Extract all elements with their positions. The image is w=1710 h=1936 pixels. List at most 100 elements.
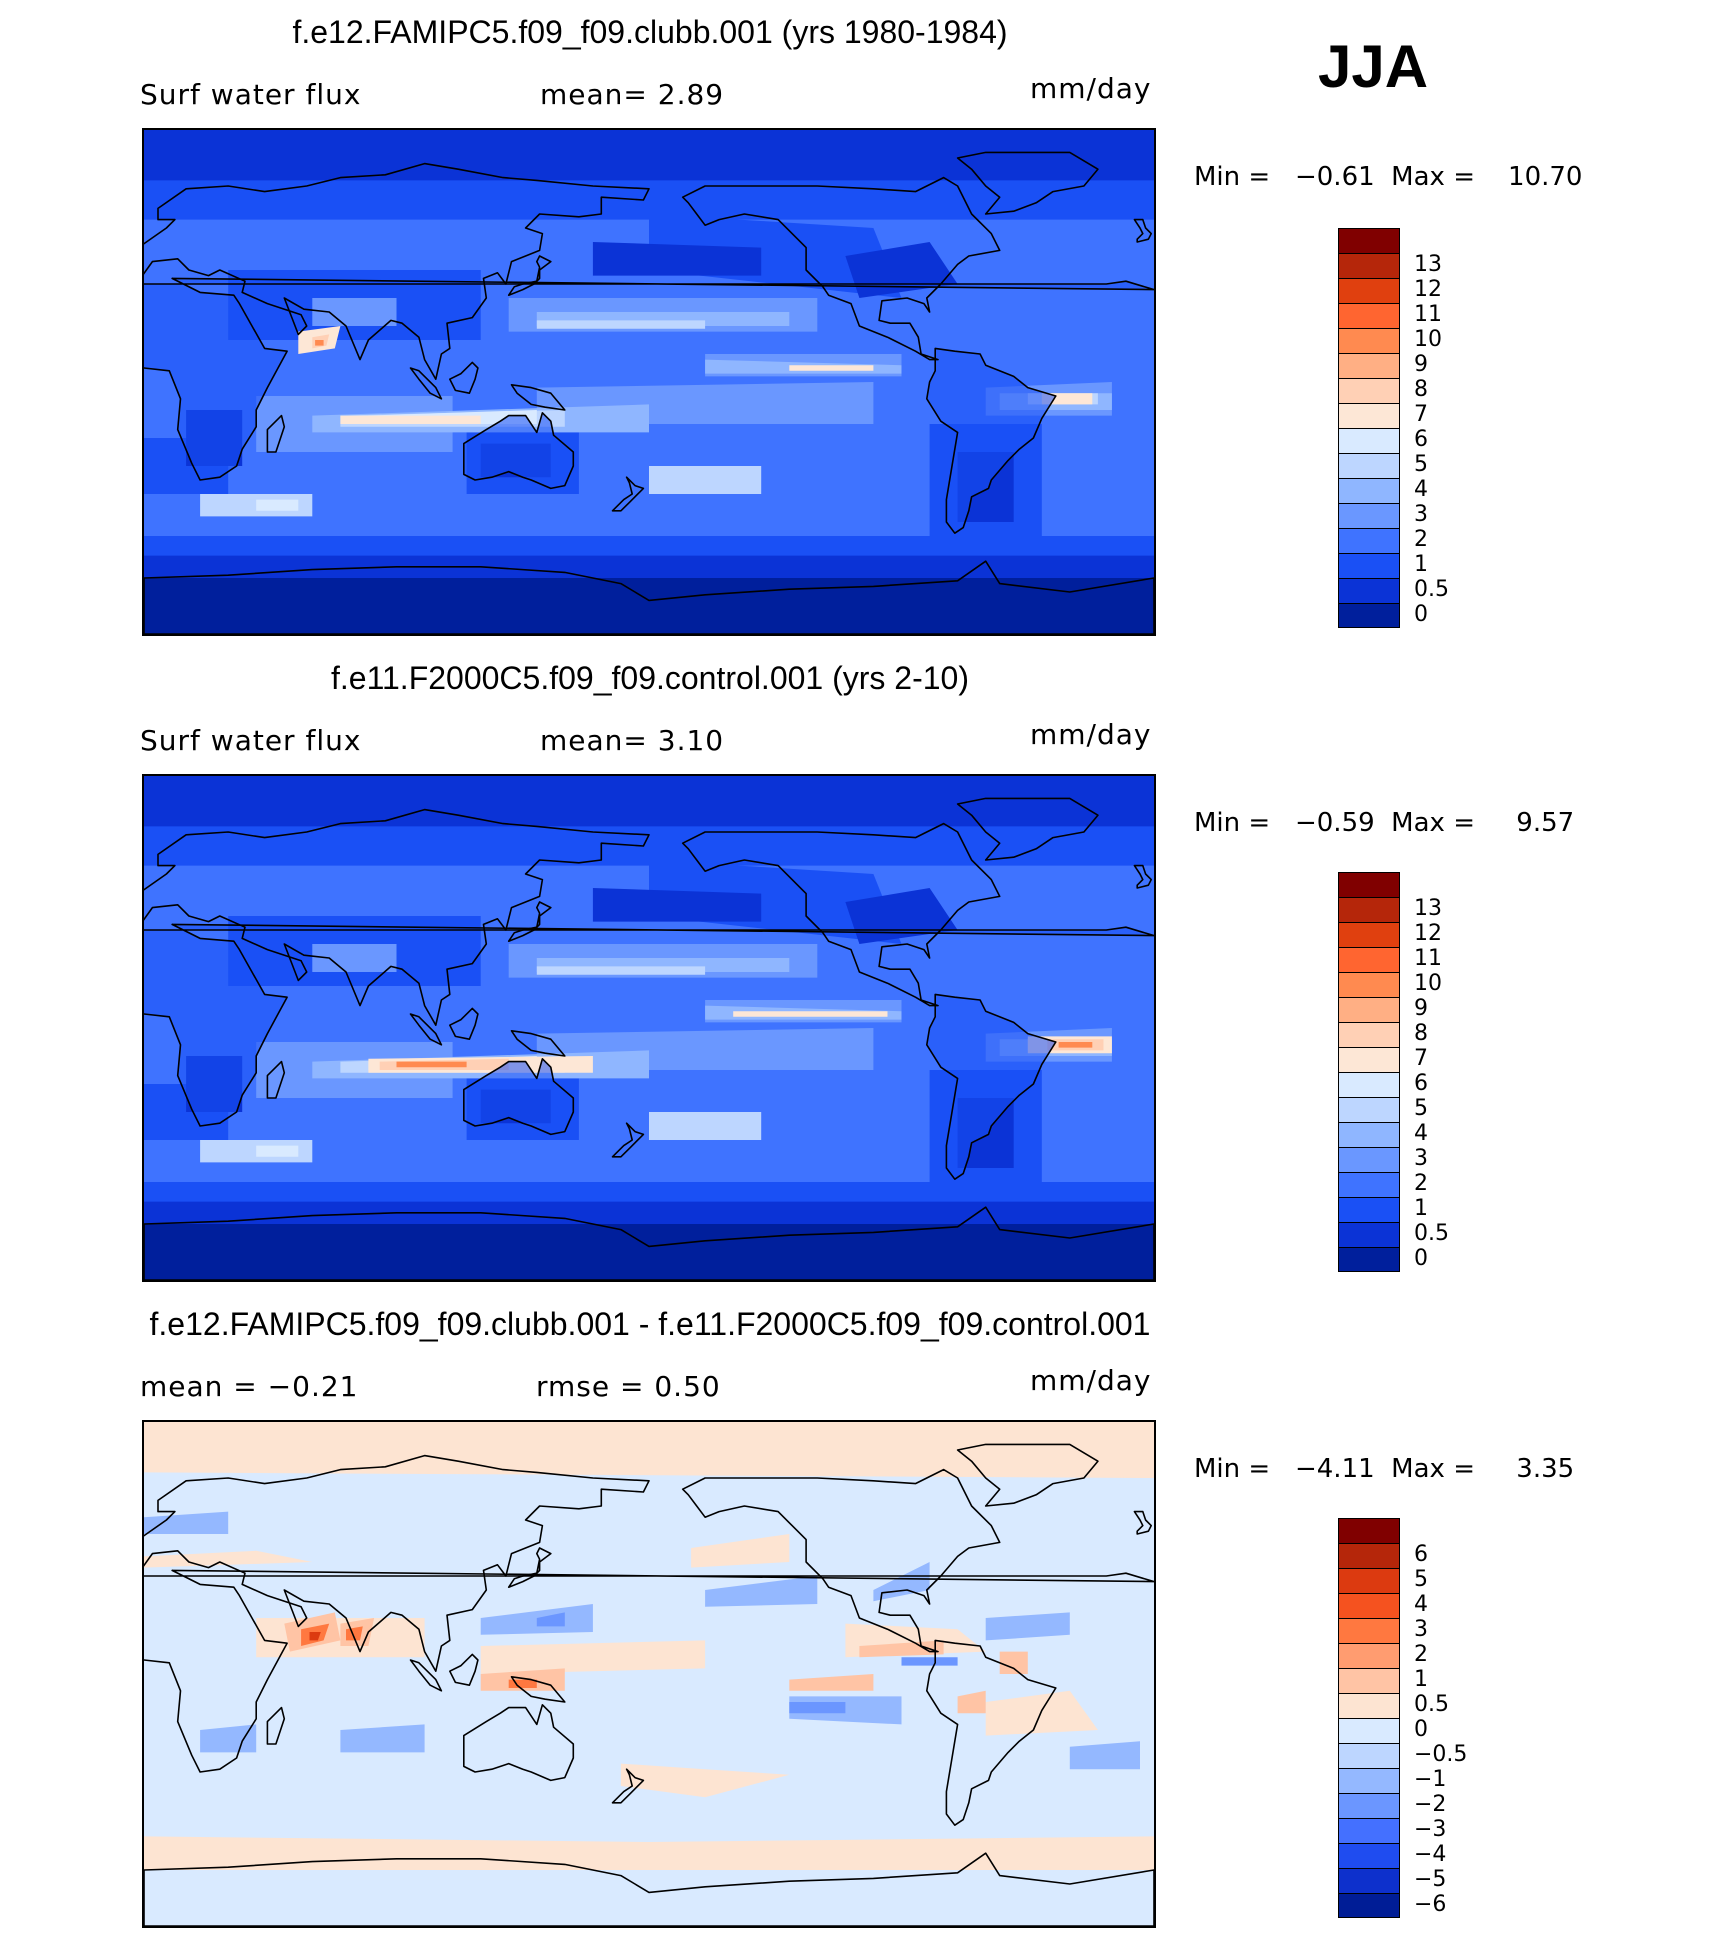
colorbar: 6 5 4 3 2 1 0.5 0 −0.5 −1 −2 −3 −4 −5 −6 bbox=[1338, 1518, 1467, 1918]
contour-region bbox=[144, 1224, 1154, 1280]
coastline-australia bbox=[462, 1703, 575, 1782]
coastline-nz bbox=[611, 1768, 645, 1804]
colorbar-tick-label: 10 bbox=[1414, 327, 1442, 352]
colorbar-tick-label: 3 bbox=[1414, 502, 1428, 527]
coastline-sumatra bbox=[409, 1013, 443, 1046]
colorbar-tick-label: 12 bbox=[1414, 277, 1442, 302]
colorbar-swatch bbox=[1338, 453, 1400, 478]
contour-region bbox=[691, 1534, 790, 1568]
contour-region bbox=[789, 1702, 846, 1714]
contour-region bbox=[256, 1145, 299, 1157]
coastline-samerica bbox=[925, 347, 1057, 535]
colorbar-swatch bbox=[1338, 972, 1400, 997]
contour-region bbox=[340, 415, 481, 424]
colorbar-tick-label: 6 bbox=[1414, 427, 1428, 452]
contour-region bbox=[705, 1576, 818, 1607]
contour-region bbox=[536, 320, 706, 329]
colorbar-swatch bbox=[1338, 603, 1400, 628]
coastline-nz bbox=[611, 1122, 645, 1158]
contour-region bbox=[733, 1011, 888, 1017]
coastline-greenland bbox=[956, 797, 1099, 861]
contour-region bbox=[649, 466, 762, 494]
contour-region bbox=[592, 242, 762, 276]
colorbar-tick-label: 12 bbox=[1414, 921, 1442, 946]
contour-region bbox=[315, 340, 324, 346]
colorbar-tick-label: −5 bbox=[1414, 1867, 1447, 1892]
land-tint bbox=[463, 1058, 574, 1135]
colorbar-swatch bbox=[1338, 1893, 1400, 1918]
coastline-japan bbox=[507, 255, 552, 296]
coastline-greenland bbox=[956, 1443, 1099, 1507]
contour-region bbox=[649, 1112, 762, 1140]
colorbar-swatch bbox=[1338, 1247, 1400, 1272]
colorbar-swatch bbox=[1338, 1818, 1400, 1843]
coastline-eurasia bbox=[144, 162, 650, 380]
colorbar-tick-label: 5 bbox=[1414, 452, 1428, 477]
colorbar-swatch bbox=[1338, 253, 1400, 278]
contour-region bbox=[985, 1612, 1070, 1641]
contour-region bbox=[340, 1724, 425, 1753]
coastline-antarctica bbox=[144, 560, 1154, 634]
contour-region bbox=[999, 1651, 1028, 1674]
land-tint bbox=[463, 412, 574, 489]
contour-region bbox=[1058, 1042, 1093, 1048]
colorbar-tick-label: 6 bbox=[1414, 1071, 1428, 1096]
colorbar-swatch bbox=[1338, 1693, 1400, 1718]
colorbar-swatch bbox=[1338, 1097, 1400, 1122]
colorbar-swatch bbox=[1338, 328, 1400, 353]
min-max-label: Min = −0.61 Max = 10.70 bbox=[1194, 162, 1583, 192]
colorbar-tick-label: 4 bbox=[1414, 477, 1428, 502]
coastline-sumatra bbox=[409, 1659, 443, 1692]
coastline-newguinea bbox=[510, 1676, 566, 1703]
coastline-australia bbox=[462, 1057, 575, 1136]
coastline-uk bbox=[1133, 1510, 1153, 1535]
colorbar-tick-label: −0.5 bbox=[1414, 1742, 1468, 1767]
colorbar-tick-label: 3 bbox=[1414, 1617, 1428, 1642]
coastline-madagascar bbox=[266, 1060, 286, 1099]
coastline-africa bbox=[144, 1569, 1154, 1773]
coastline-namerica bbox=[681, 822, 1001, 1007]
colorbar-tick-label: 9 bbox=[1414, 352, 1428, 377]
contour-region bbox=[480, 1640, 706, 1674]
colorbar-swatch bbox=[1338, 1718, 1400, 1743]
contour-region bbox=[649, 860, 902, 944]
colorbar-tick-label: 0.5 bbox=[1414, 577, 1449, 602]
colorbar-swatch bbox=[1338, 1518, 1400, 1543]
contour-region bbox=[312, 298, 397, 326]
mean-label: mean= 2.89 bbox=[540, 78, 725, 111]
colorbar-tick-label: 2 bbox=[1414, 1171, 1428, 1196]
contour-region bbox=[144, 1422, 1154, 1478]
contour-region bbox=[200, 1724, 257, 1753]
coastline-antarctica bbox=[144, 1206, 1154, 1280]
colorbar-swatch bbox=[1338, 528, 1400, 553]
units-label: mm/day bbox=[1030, 718, 1152, 751]
colorbar-tick-label: 9 bbox=[1414, 996, 1428, 1021]
colorbar-tick-label: 0.5 bbox=[1414, 1692, 1449, 1717]
coastline-madagascar bbox=[266, 1706, 286, 1745]
coastline-borneo bbox=[448, 361, 479, 395]
colorbar-tick-label: 7 bbox=[1414, 1046, 1428, 1071]
units-label: mm/day bbox=[1030, 72, 1152, 105]
land-tint bbox=[926, 348, 1056, 534]
contour-region bbox=[592, 888, 762, 922]
mean-label: mean = −0.21 bbox=[140, 1370, 359, 1403]
colorbar-tick-label: 10 bbox=[1414, 971, 1442, 996]
colorbar-swatch bbox=[1338, 1568, 1400, 1593]
coastline-namerica bbox=[681, 1468, 1001, 1653]
coastline-namerica bbox=[681, 176, 1001, 361]
colorbar-swatch bbox=[1338, 578, 1400, 603]
colorbar-tick-label: −1 bbox=[1414, 1767, 1447, 1792]
map-panel bbox=[142, 774, 1156, 1282]
coastline-borneo bbox=[448, 1653, 479, 1687]
colorbar-tick-label: 1 bbox=[1414, 552, 1428, 577]
contour-region bbox=[144, 1511, 229, 1534]
contour-region bbox=[312, 944, 397, 972]
contour-region bbox=[144, 1836, 1154, 1870]
colorbar-swatch bbox=[1338, 403, 1400, 428]
colorbar-swatch bbox=[1338, 872, 1400, 897]
panel-title: f.e11.F2000C5.f09_f09.control.001 (yrs 2… bbox=[331, 660, 969, 696]
contour-region bbox=[1069, 1741, 1140, 1770]
colorbar-swatch bbox=[1338, 1147, 1400, 1172]
map-panel bbox=[142, 1420, 1156, 1928]
rmse-label: rmse = 0.50 bbox=[536, 1370, 721, 1403]
